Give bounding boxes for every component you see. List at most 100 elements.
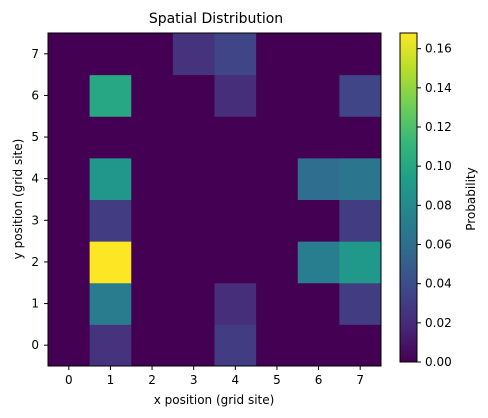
heatmap-cell xyxy=(131,282,174,325)
heatmap-cell xyxy=(89,324,132,367)
x-tick-label: 1 xyxy=(107,373,115,387)
heatmap-cell xyxy=(172,324,215,367)
heatmap-cell xyxy=(48,282,91,325)
heatmap-cell xyxy=(89,33,132,76)
colorbar-tick-label: 0.08 xyxy=(425,198,452,212)
colorbar-tick-label: 0.04 xyxy=(425,277,452,291)
heatmap-cell xyxy=(297,33,340,76)
heatmap-cell xyxy=(214,33,257,76)
x-tick-label: 0 xyxy=(65,373,73,387)
heatmap-cell xyxy=(256,282,299,325)
heatmap-cell xyxy=(89,157,132,200)
heatmap-cells xyxy=(48,33,382,367)
y-tick-label: 6 xyxy=(31,88,39,102)
heatmap-cell xyxy=(214,282,257,325)
y-tick-label: 1 xyxy=(31,297,39,311)
heatmap-cell xyxy=(131,33,174,76)
heatmap-cell xyxy=(214,241,257,284)
colorbar-label: Probability xyxy=(464,167,478,230)
heatmap-cell xyxy=(339,241,382,284)
heatmap-cell xyxy=(172,282,215,325)
heatmap-cell xyxy=(131,116,174,159)
heatmap-cell xyxy=(256,199,299,242)
y-tick-label: 3 xyxy=(31,213,39,227)
heatmap-cell xyxy=(172,33,215,76)
colorbar-tick-label: 0.06 xyxy=(425,238,452,252)
heatmap-cell xyxy=(89,241,132,284)
y-axis-label: y position (grid site) xyxy=(11,139,25,260)
heatmap-cell xyxy=(48,116,91,159)
colorbar-tick-label: 0.14 xyxy=(425,81,452,95)
heatmap-cell xyxy=(297,199,340,242)
x-tick-label: 7 xyxy=(356,373,364,387)
heatmap-cell xyxy=(214,116,257,159)
colorbar-tick-label: 0.10 xyxy=(425,159,452,173)
heatmap-cell xyxy=(339,33,382,76)
heatmap-cell xyxy=(214,74,257,117)
y-tick-label: 5 xyxy=(31,130,39,144)
heatmap-cell xyxy=(131,241,174,284)
heatmap-cell xyxy=(297,324,340,367)
heatmap-cell xyxy=(172,74,215,117)
heatmap-cell xyxy=(339,324,382,367)
y-tick-label: 4 xyxy=(31,172,39,186)
heatmap-cell xyxy=(131,74,174,117)
colorbar-ticks: 0.00 0.02 0.04 0.06 0.08 0.10 0.12 0.14 0.16 xyxy=(417,42,452,369)
heatmap-cell xyxy=(131,199,174,242)
heatmap-cell xyxy=(339,199,382,242)
x-tick-label: 5 xyxy=(273,373,281,387)
heatmap-cell xyxy=(172,116,215,159)
heatmap-cell xyxy=(339,74,382,117)
heatmap-cell xyxy=(256,324,299,367)
heatmap-cell xyxy=(256,33,299,76)
heatmap-cell xyxy=(297,241,340,284)
heatmap-cell xyxy=(89,74,132,117)
heatmap-cell xyxy=(256,241,299,284)
heatmap-cell xyxy=(172,157,215,200)
y-tick-label: 7 xyxy=(31,47,39,61)
y-tick-label: 2 xyxy=(31,255,39,269)
heatmap-cell xyxy=(339,116,382,159)
colorbar-tick-label: 0.00 xyxy=(425,355,452,369)
heatmap-cell xyxy=(256,116,299,159)
x-tick-label: 4 xyxy=(231,373,239,387)
heatmap-cell xyxy=(297,157,340,200)
heatmap-cell xyxy=(131,324,174,367)
heatmap-cell xyxy=(297,282,340,325)
heatmap-cell xyxy=(89,116,132,159)
colorbar xyxy=(399,32,418,363)
heatmap-cell xyxy=(172,199,215,242)
heatmap-cell xyxy=(297,116,340,159)
heatmap-cell xyxy=(339,157,382,200)
heatmap-cell xyxy=(48,157,91,200)
x-axis-label: x position (grid site) xyxy=(154,393,275,407)
heatmap-cell xyxy=(339,282,382,325)
x-tick-label: 6 xyxy=(315,373,323,387)
heatmap-cell xyxy=(214,157,257,200)
colorbar-tick-label: 0.12 xyxy=(425,120,452,134)
heatmap-cell xyxy=(48,33,91,76)
colorbar-tick-label: 0.02 xyxy=(425,316,452,330)
x-tick-label: 3 xyxy=(190,373,198,387)
heatmap-cell xyxy=(89,199,132,242)
heatmap-cell xyxy=(256,157,299,200)
heatmap-cell xyxy=(48,241,91,284)
heatmap-cell xyxy=(172,241,215,284)
heatmap-cell xyxy=(297,74,340,117)
heatmap-cell xyxy=(48,324,91,367)
heatmap-cell xyxy=(48,199,91,242)
heatmap-cell xyxy=(256,74,299,117)
y-axis-ticks: 0 1 2 3 4 5 6 7 xyxy=(31,47,48,352)
plot-frame xyxy=(47,32,382,367)
heatmap-cell xyxy=(214,324,257,367)
colorbar-tick-label: 0.16 xyxy=(425,42,452,56)
heatmap-cell xyxy=(214,199,257,242)
heatmap-cell xyxy=(89,282,132,325)
x-tick-label: 2 xyxy=(148,373,156,387)
heatmap-cell xyxy=(48,74,91,117)
y-tick-label: 0 xyxy=(31,338,39,352)
x-axis-ticks: 0 1 2 3 4 5 6 7 xyxy=(65,366,364,387)
heatmap-cell xyxy=(131,157,174,200)
chart-title: Spatial Distribution xyxy=(149,11,283,27)
